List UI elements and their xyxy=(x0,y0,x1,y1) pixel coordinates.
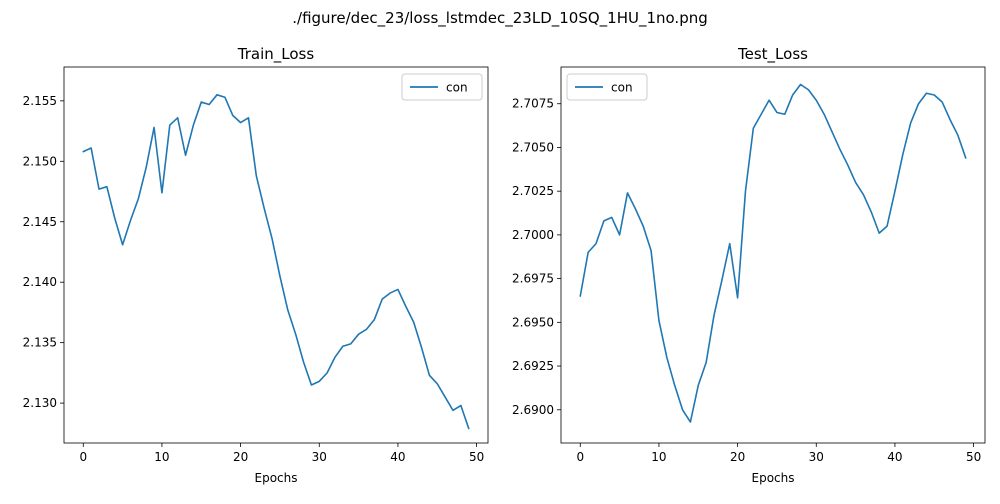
test-loss-ytick-label: 2.6900 xyxy=(512,403,554,417)
test-loss-xtick-label: 10 xyxy=(651,450,666,464)
test-loss-plot: Test_Loss 0 10 20 30 40 50 2.6900 2.6925 2.6950 2.… xyxy=(512,45,986,485)
test-loss-legend-label: con xyxy=(611,81,633,95)
train-loss-xtick-label: 10 xyxy=(154,450,169,464)
test-loss-ytick-label: 2.7000 xyxy=(512,228,554,242)
train-loss-xtick-label: 30 xyxy=(312,450,327,464)
test-loss-xlabel: Epochs xyxy=(752,471,795,485)
test-loss-xtick-label: 40 xyxy=(887,450,902,464)
test-loss-xtick-label: 30 xyxy=(809,450,824,464)
test-loss-ytick-label: 2.6950 xyxy=(512,315,554,329)
train-loss-title: Train_Loss xyxy=(237,45,315,64)
test-loss-title: Test_Loss xyxy=(737,45,808,64)
train-loss-axes-frame xyxy=(63,66,489,444)
test-loss-axes-frame xyxy=(560,66,986,444)
test-loss-xtick-label: 20 xyxy=(730,450,745,464)
train-loss-ytick-label: 2.130 xyxy=(23,396,57,410)
figure-suptitle: ./figure/dec_23/loss_lstmdec_23LD_10SQ_1… xyxy=(292,9,708,28)
train-loss-legend-box xyxy=(401,73,483,101)
train-loss-legend-label: con xyxy=(446,81,468,95)
train-loss-series-line-con xyxy=(82,94,470,430)
test-loss-xtick-label: 50 xyxy=(966,450,981,464)
test-loss-ytick-label: 2.6925 xyxy=(512,359,554,373)
test-loss-series-line-con xyxy=(579,83,967,423)
test-loss-ytick-label: 2.7025 xyxy=(512,184,554,198)
test-loss-ytick-label: 2.6975 xyxy=(512,272,554,286)
train-loss-ytick-label: 2.140 xyxy=(23,275,57,289)
train-loss-ytick-label: 2.155 xyxy=(23,94,57,108)
train-loss-ytick-label: 2.150 xyxy=(23,154,57,168)
test-loss-legend: con xyxy=(566,73,648,101)
train-loss-xtick-label: 0 xyxy=(79,450,87,464)
test-loss-legend-box xyxy=(566,73,648,101)
test-loss-ytick-label: 2.7075 xyxy=(512,97,554,111)
train-loss-xtick-label: 20 xyxy=(233,450,248,464)
test-loss-ytick-label: 2.7050 xyxy=(512,140,554,154)
train-loss-plot: Train_Loss 0 10 20 30 40 50 2.130 2.135 2.140 2.14… xyxy=(23,45,489,485)
train-loss-ytick-label: 2.145 xyxy=(23,215,57,229)
test-loss-xtick-label: 0 xyxy=(576,450,584,464)
train-loss-legend: con xyxy=(401,73,483,101)
train-loss-xlabel: Epochs xyxy=(255,471,298,485)
train-loss-xtick-label: 50 xyxy=(469,450,484,464)
train-loss-xtick-label: 40 xyxy=(390,450,405,464)
train-loss-ytick-label: 2.135 xyxy=(23,336,57,350)
